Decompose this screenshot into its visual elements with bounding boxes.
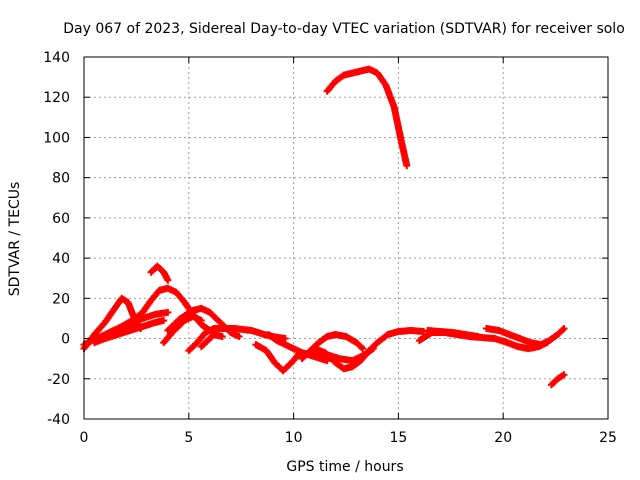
y-tick-label: 20 [52,291,70,307]
data-point [358,343,366,351]
series-arc-14 [323,345,377,365]
series-arc-7 [160,312,205,347]
chart-title: Day 067 of 2023, Sidereal Day-to-day VTE… [63,21,625,37]
series-arc-3 [147,262,172,284]
x-tick-label: 0 [80,430,89,446]
data-point [420,328,428,336]
data-point [560,371,568,379]
data-point [197,316,205,324]
data-points [80,65,568,389]
data-point [403,162,411,170]
series-arc-17 [482,325,568,349]
series-arc-5 [90,316,168,347]
data-point [369,345,377,353]
data-point [359,345,367,353]
x-tick-label: 5 [184,430,193,446]
y-tick-label: -40 [47,412,70,428]
x-axis-label: GPS time / hours [286,459,403,475]
y-tick-label: 60 [52,211,70,227]
plot-frame [83,56,609,420]
data-point [160,316,168,324]
data-point [235,333,243,341]
y-tick-label: -20 [47,372,70,388]
series-arc-18 [424,327,482,341]
y-tick-label: 140 [43,50,70,66]
x-tick-label: 20 [494,430,512,446]
x-tick-labels: 0 5 10 15 20 25 [80,430,617,446]
y-axis-label: SDTVAR / TECUs [7,182,23,297]
data-point [164,308,172,316]
x-tick-label: 10 [285,430,303,446]
data-point [474,333,482,341]
series-arc-8 [185,325,289,355]
y-tick-label: 40 [52,251,70,267]
y-tick-labels: -40 -20 0 20 40 60 80 100 120 140 [43,50,70,428]
series-arc-9 [197,331,226,351]
data-point [281,335,289,343]
series-arc-6 [164,304,243,341]
axis-ticks [83,56,609,420]
series-arc-4 [101,308,172,341]
y-tick-label: 100 [43,130,70,146]
data-point [164,276,172,284]
x-tick-label: 15 [389,430,407,446]
y-tick-label: 80 [52,171,70,187]
y-tick-label: 0 [61,332,70,348]
x-tick-label: 25 [599,430,617,446]
series-arc-15 [323,65,411,170]
data-point [560,325,568,332]
series-arc-19 [547,371,568,389]
data-point [218,333,226,341]
data-point [559,326,567,334]
y-tick-label: 120 [43,90,70,106]
